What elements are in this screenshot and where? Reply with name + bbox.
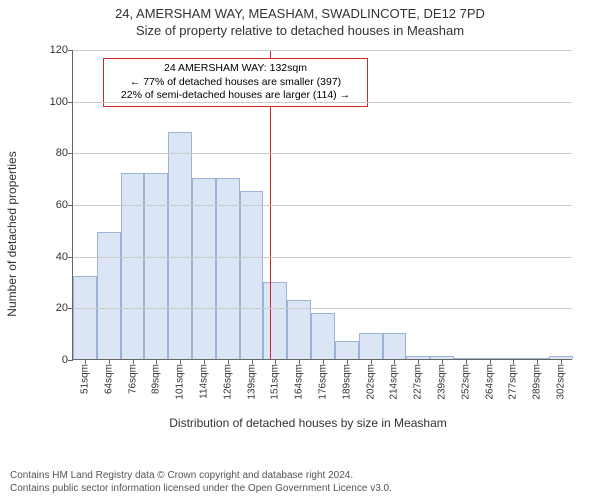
chart-container: 24, AMERSHAM WAY, MEASHAM, SWADLINCOTE, … (0, 0, 600, 500)
bar (240, 191, 264, 359)
gridline (73, 205, 572, 206)
title-subtitle: Size of property relative to detached ho… (0, 21, 600, 38)
annotation-line: ← 77% of detached houses are smaller (39… (110, 76, 361, 90)
bar (97, 232, 121, 359)
x-tick-label: 264sqm (484, 359, 495, 400)
x-tick-label: 139sqm (246, 359, 257, 400)
x-tick-label: 277sqm (508, 359, 519, 400)
y-tick-label: 20 (32, 302, 73, 314)
y-tick-label: 60 (32, 199, 73, 211)
y-tick-label: 40 (32, 251, 73, 263)
bar (263, 282, 287, 360)
footer-line-1: Contains HM Land Registry data © Crown c… (10, 470, 590, 483)
x-tick-label: 189sqm (341, 359, 352, 400)
x-tick-label: 302sqm (556, 359, 567, 400)
bar (144, 173, 168, 359)
x-tick-label: 202sqm (365, 359, 376, 400)
title-address: 24, AMERSHAM WAY, MEASHAM, SWADLINCOTE, … (0, 0, 600, 21)
x-tick-label: 151sqm (270, 359, 281, 400)
x-tick-label: 51sqm (79, 359, 90, 394)
x-tick-label: 252sqm (460, 359, 471, 400)
gridline (73, 102, 572, 103)
gridline (73, 153, 572, 154)
bar (311, 313, 335, 360)
y-tick-label: 0 (32, 354, 73, 366)
bar (335, 341, 359, 359)
bar (121, 173, 145, 359)
x-tick-label: 64sqm (103, 359, 114, 394)
x-tick-label: 239sqm (437, 359, 448, 400)
x-tick-label: 101sqm (175, 359, 186, 400)
annotation-line: 24 AMERSHAM WAY: 132sqm (110, 62, 361, 76)
x-tick-label: 126sqm (222, 359, 233, 400)
footer-line-2: Contains public sector information licen… (10, 483, 590, 496)
y-axis-label: Number of detached properties (5, 151, 19, 316)
plot-area: 24 AMERSHAM WAY: 132sqm← 77% of detached… (72, 50, 572, 360)
x-tick-label: 176sqm (318, 359, 329, 400)
x-tick-label: 114sqm (198, 359, 209, 399)
x-tick-label: 227sqm (413, 359, 424, 400)
bar (359, 333, 383, 359)
x-tick-label: 214sqm (389, 359, 400, 400)
x-tick-label: 89sqm (151, 359, 162, 394)
y-tick-label: 80 (32, 147, 73, 159)
bar (73, 276, 97, 359)
x-tick-label: 164sqm (294, 359, 305, 400)
y-tick-label: 120 (32, 44, 73, 56)
gridline (73, 308, 572, 309)
annotation-box: 24 AMERSHAM WAY: 132sqm← 77% of detached… (103, 58, 368, 107)
x-tick-label: 289sqm (532, 359, 543, 400)
y-tick-label: 100 (32, 96, 73, 108)
bar (383, 333, 407, 359)
gridline (73, 50, 572, 51)
x-axis-label: Distribution of detached houses by size … (28, 416, 588, 430)
gridline (73, 257, 572, 258)
bar (168, 132, 192, 359)
x-tick-label: 76sqm (127, 359, 138, 394)
chart-area: Number of detached properties 24 AMERSHA… (28, 44, 588, 424)
